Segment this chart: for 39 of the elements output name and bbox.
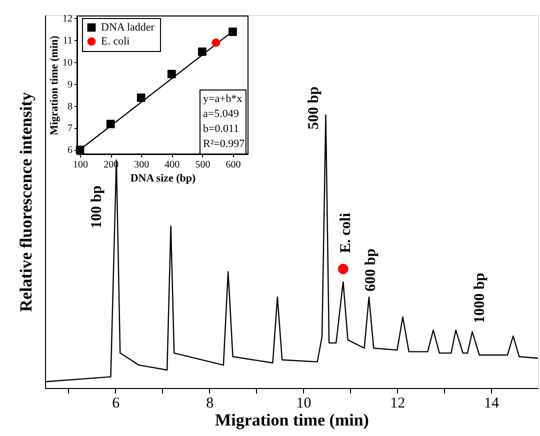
point	[136, 94, 146, 102]
x-tick-label: 300	[134, 160, 150, 170]
legend-label: E. coli	[101, 36, 130, 48]
point	[106, 120, 115, 128]
y-tick-label: 9	[68, 79, 72, 90]
x-tick-label: 12	[390, 396, 406, 412]
x-tick-label: 500	[195, 160, 210, 170]
y-axis-title: Relative fluorescence intensity	[16, 92, 36, 312]
y-tick-label: 6	[68, 145, 72, 156]
y-tick-label: 12	[62, 14, 72, 25]
annotation: 1000 bp	[472, 272, 488, 324]
point	[228, 28, 237, 36]
point	[76, 146, 84, 154]
x-tick-label: 400	[164, 160, 180, 170]
annotation: y=a+b*x	[203, 93, 243, 105]
point	[212, 38, 220, 47]
annotation: 100 bp	[89, 186, 105, 228]
annotation: b=0.011	[203, 123, 240, 135]
point	[198, 48, 206, 56]
legend-label: DNA ladder	[101, 22, 155, 34]
annotation: 600 bp	[363, 248, 379, 292]
y-tick-label: 7	[68, 123, 72, 134]
x-tick-label: 8	[206, 396, 214, 412]
annotation: E. coli	[338, 213, 354, 253]
annotation: a=5.049	[203, 108, 240, 120]
x-axis-title: DNA size (bp)	[130, 172, 196, 184]
y-tick-label: 10	[62, 58, 72, 68]
annotation: R²=0.997	[203, 138, 246, 150]
y-axis-title: Migration time (min)	[48, 35, 60, 136]
x-tick-label: 10	[296, 396, 312, 412]
x-tick-label: 100	[73, 160, 88, 170]
x-axis-title: Migration time (min)	[215, 410, 369, 430]
x-tick-label: 14	[484, 396, 500, 412]
y-tick-label: 8	[68, 101, 72, 112]
x-tick-label: 6	[112, 396, 120, 412]
y-tick-label: 11	[62, 36, 72, 47]
point	[167, 70, 176, 78]
x-tick-label: 600	[226, 160, 241, 170]
annotation: 500 bp	[306, 86, 322, 130]
